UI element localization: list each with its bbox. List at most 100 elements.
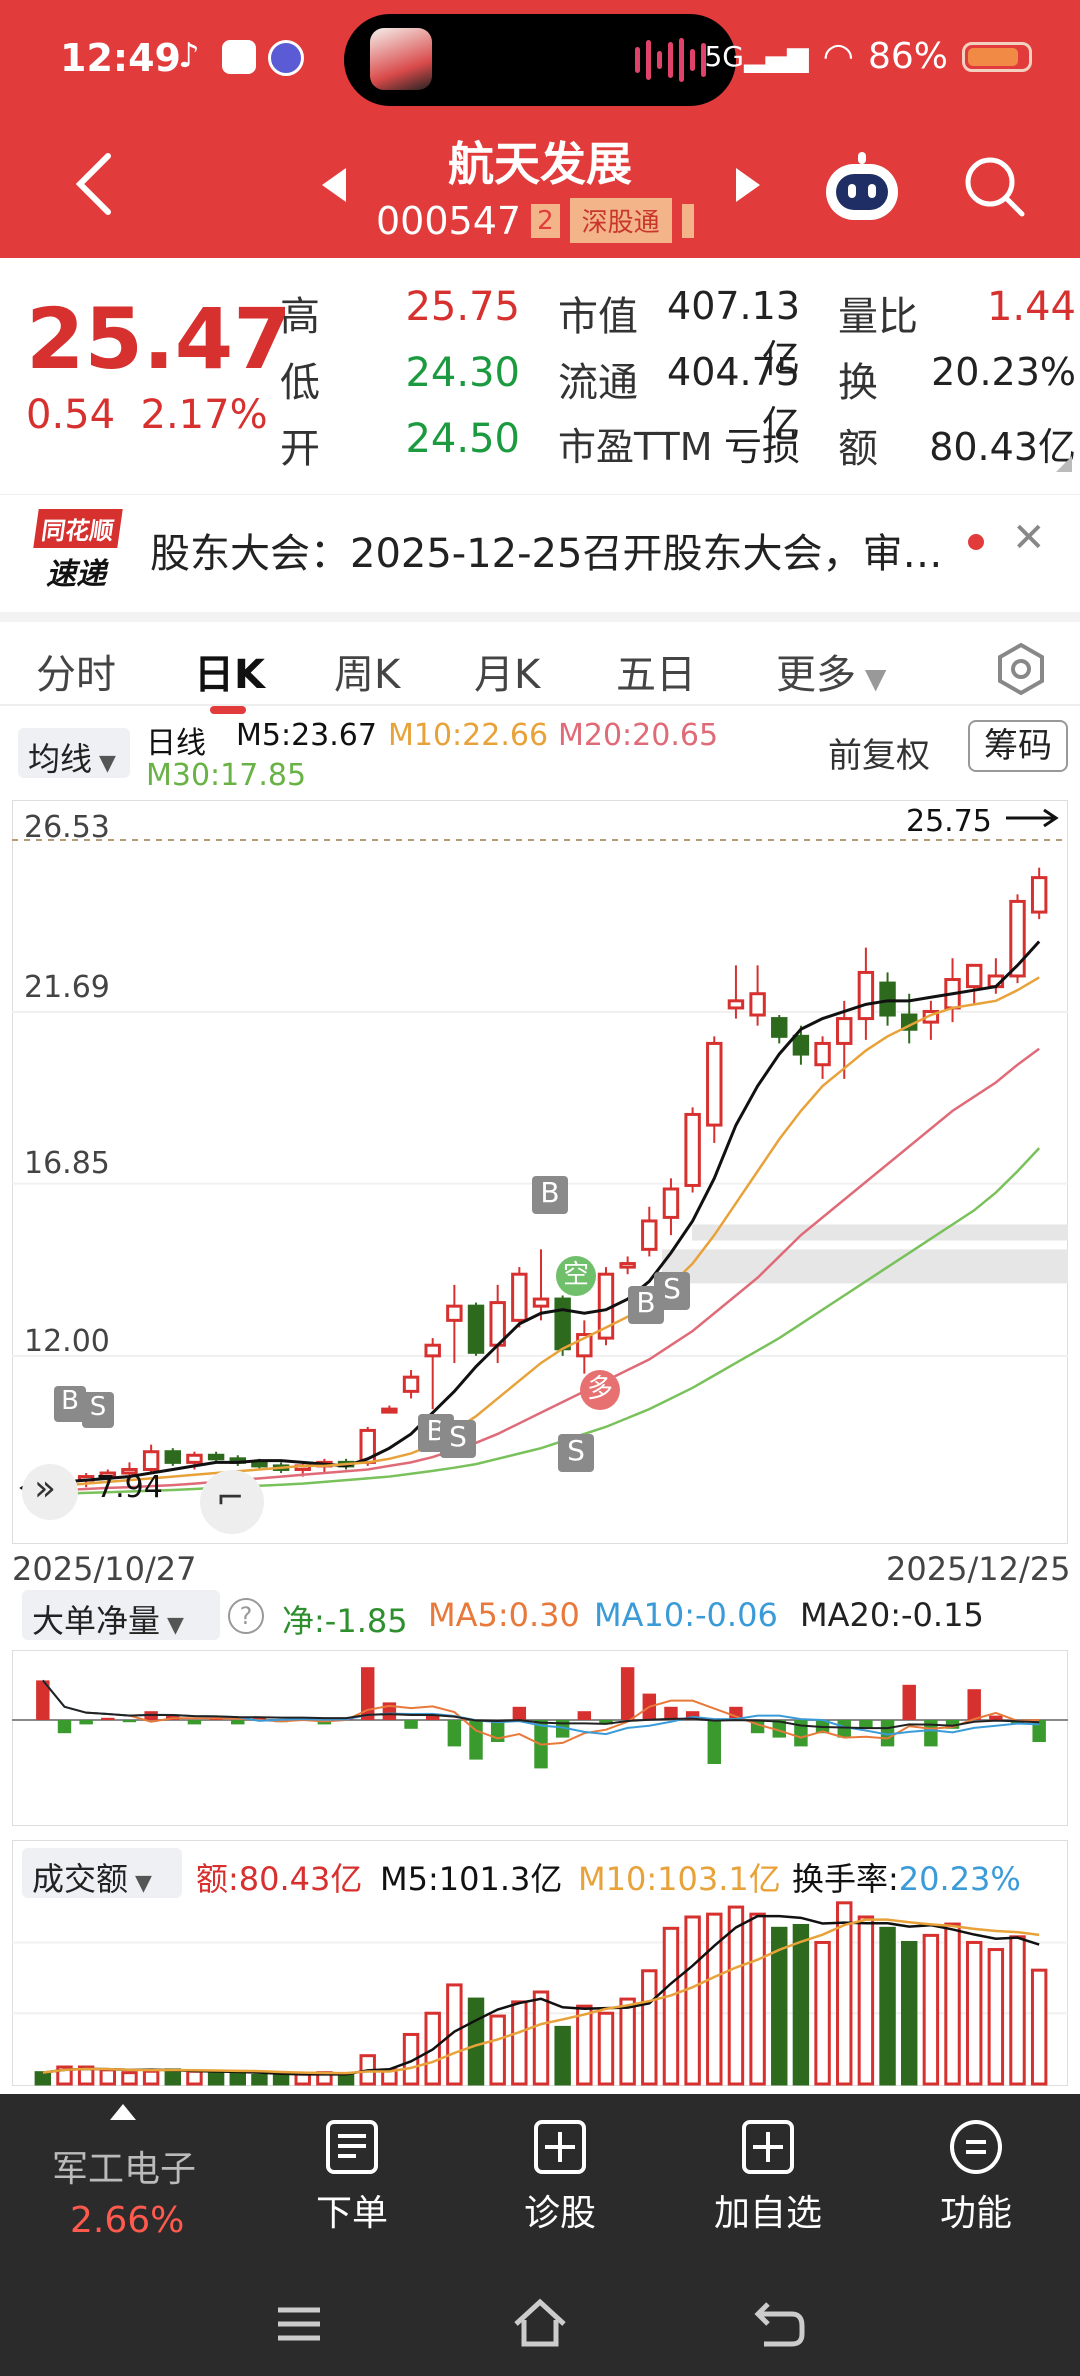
next-stock-icon[interactable] (736, 168, 760, 202)
home-icon[interactable] (512, 2298, 568, 2348)
order-button[interactable]: 下单 (302, 2120, 402, 2236)
amount-bar (511, 2000, 528, 2086)
candle-body (121, 1467, 138, 1475)
chevron-up-icon[interactable] (110, 2104, 136, 2120)
divider (0, 704, 1080, 706)
diagnose-button[interactable]: 诊股 (510, 2120, 610, 2236)
candle-body (727, 999, 745, 1010)
functions-button[interactable]: 功能 (926, 2120, 1026, 2236)
amount-chart[interactable] (12, 1840, 1068, 2086)
indicator-selector-1[interactable]: 大单净量 ▼ (22, 1590, 220, 1640)
tag-count[interactable]: 2 (531, 203, 560, 238)
news-logo: 同花顺 速递 (33, 509, 124, 592)
tab-daily-k[interactable]: 日K (194, 652, 265, 698)
tag-partial[interactable] (681, 203, 694, 238)
tab-monthly-k[interactable]: 月K (474, 652, 541, 698)
sector-name[interactable]: 军工电子 (52, 2149, 197, 2190)
amount-bar (489, 2014, 506, 2086)
amount-m10: M10:103.1亿 (578, 1860, 781, 1898)
help-icon[interactable]: ? (228, 1598, 264, 1634)
sell-marker[interactable]: S (654, 1272, 690, 1310)
big-order-chart[interactable] (12, 1650, 1068, 1826)
amount-bar (619, 1997, 636, 2086)
net-bar (101, 1717, 115, 1720)
chips-button[interactable]: 筹码 (968, 720, 1068, 772)
news-text[interactable]: 股东大会：2025-12-25召开股东大会，审… (150, 531, 943, 577)
close-news-icon[interactable]: ✕ (1012, 515, 1046, 561)
news-ticker[interactable]: 同花顺 速递 股东大会：2025-12-25召开股东大会，审… (0, 494, 1080, 602)
tab-weekly-k[interactable]: 周K (334, 652, 401, 698)
menu-icon[interactable] (276, 2304, 322, 2344)
tab-five-day[interactable]: 五日 (616, 652, 696, 698)
net-bar (599, 1720, 613, 1725)
dynamic-island (344, 14, 736, 106)
net-bar (967, 1689, 981, 1720)
amount-ma-line (42, 1918, 1040, 2075)
expand-corner-icon[interactable] (1056, 456, 1072, 472)
resistance-zone (662, 1249, 1068, 1284)
candle-body (164, 1450, 182, 1464)
buy-marker[interactable]: B (54, 1386, 86, 1422)
ma-line-m10 (42, 976, 1040, 1489)
candle-body (922, 1009, 940, 1024)
sell-marker[interactable]: S (558, 1434, 594, 1472)
chevron-down-icon: ▼ (128, 1871, 152, 1896)
net-bar (859, 1720, 873, 1729)
period-label: 日线 (146, 726, 206, 761)
long-signal-marker[interactable]: 多 (580, 1370, 620, 1410)
turnover-value: 20.23% (931, 350, 1076, 394)
sell-marker[interactable]: S (440, 1420, 476, 1458)
candle-body (836, 1017, 853, 1045)
net-bar (187, 1720, 202, 1725)
amount-bar (1009, 1935, 1026, 2086)
prev-stock-icon[interactable] (322, 168, 346, 202)
tag-shenguotong[interactable]: 深股通 (569, 198, 672, 243)
candle-body (706, 1041, 723, 1127)
back-icon[interactable] (754, 2300, 806, 2348)
net-bar (79, 1720, 93, 1725)
amount-bar (706, 1912, 723, 2086)
tab-intraday[interactable]: 分时 (36, 652, 116, 698)
net-bar (512, 1706, 527, 1720)
candle-body (532, 1297, 550, 1308)
candle-body (446, 1304, 463, 1322)
tab-more[interactable]: 更多 ▼ (776, 652, 887, 698)
audio-wave-icon (635, 38, 706, 82)
add-watchlist-button[interactable]: 加自选 (706, 2120, 830, 2236)
mktcap-value: 407.13亿 (667, 284, 800, 381)
amount-bar (771, 1926, 788, 2086)
amount-m5: M5:101.3亿 (380, 1860, 563, 1898)
amount-bar (727, 1905, 745, 2086)
max-arrow-icon (1006, 808, 1059, 828)
ma5-label: M5:23.67 (236, 718, 377, 753)
current-price: 25.47 (26, 290, 292, 388)
robot-assistant-icon[interactable] (822, 152, 902, 222)
sell-marker[interactable]: S (82, 1392, 114, 1428)
back-arrow-icon[interactable] (74, 152, 114, 216)
max-price-label: 25.75 (906, 804, 992, 839)
ma-selector[interactable]: 均线 ▼ (18, 728, 130, 778)
candle-body (662, 1187, 680, 1219)
net-bar (469, 1720, 483, 1760)
short-signal-marker[interactable]: 空 (556, 1256, 596, 1296)
candle-body (99, 1471, 117, 1479)
amount-bar (641, 1969, 658, 2086)
fullscreen-icon[interactable]: ⌐ (200, 1470, 264, 1534)
y-tick-1: 26.53 (24, 810, 110, 845)
high-label: 高 (280, 294, 320, 340)
amount-bar (836, 1901, 853, 2086)
header-bar: 12:49 ♪ 5G▂▄▆ ◠ 86% 航天发展 000547 2 (0, 0, 1080, 258)
settings-icon[interactable] (994, 642, 1048, 696)
adjust-mode-button[interactable]: 前复权 (828, 736, 930, 776)
x-start-date: 2025/10/27 (12, 1550, 197, 1588)
candlestick-chart[interactable] (12, 800, 1068, 1544)
expand-left-icon[interactable]: » (22, 1464, 78, 1520)
indicator-selector-2[interactable]: 成交额 ▼ (22, 1848, 182, 1898)
net-bar (902, 1684, 916, 1720)
ma10-label: M10:22.66 (388, 718, 549, 753)
net-bar (664, 1706, 678, 1720)
buy-marker[interactable]: B (532, 1176, 568, 1214)
search-icon[interactable] (962, 154, 1028, 220)
amount-bar (532, 1990, 550, 2086)
candle-body (186, 1453, 203, 1464)
